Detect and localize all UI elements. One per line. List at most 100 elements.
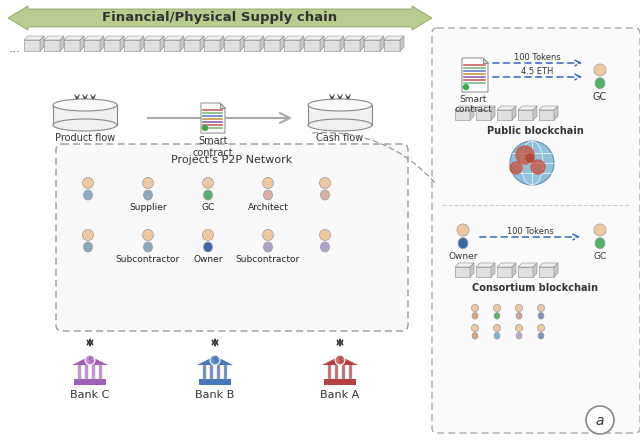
Polygon shape: [284, 36, 304, 40]
Text: Subcontractor: Subcontractor: [236, 255, 300, 264]
Bar: [349, 365, 353, 379]
Text: Smart
contract: Smart contract: [193, 136, 234, 157]
Text: 4.5 ETH: 4.5 ETH: [521, 67, 553, 77]
Text: ...: ...: [9, 42, 21, 55]
Polygon shape: [491, 106, 495, 120]
Circle shape: [335, 355, 345, 365]
Text: 100 Tokens: 100 Tokens: [507, 227, 554, 235]
Polygon shape: [364, 40, 380, 51]
Bar: [77, 365, 81, 379]
Polygon shape: [476, 267, 491, 277]
Polygon shape: [539, 110, 554, 120]
Bar: [199, 379, 231, 385]
Polygon shape: [44, 40, 60, 51]
Polygon shape: [204, 40, 220, 51]
Polygon shape: [280, 36, 284, 51]
Bar: [324, 379, 356, 385]
Polygon shape: [160, 36, 164, 51]
Ellipse shape: [204, 242, 212, 252]
Bar: [84, 365, 88, 379]
Polygon shape: [476, 106, 495, 110]
Ellipse shape: [53, 99, 117, 111]
Circle shape: [516, 146, 534, 164]
Polygon shape: [164, 36, 184, 40]
Polygon shape: [72, 356, 108, 365]
Polygon shape: [240, 36, 244, 51]
Text: GC: GC: [202, 203, 214, 212]
Polygon shape: [324, 36, 344, 40]
Circle shape: [202, 230, 214, 240]
Ellipse shape: [308, 99, 372, 111]
Polygon shape: [124, 36, 144, 40]
Ellipse shape: [595, 78, 605, 89]
Bar: [217, 365, 220, 379]
Bar: [328, 365, 331, 379]
Bar: [342, 365, 346, 379]
Circle shape: [472, 324, 479, 331]
Polygon shape: [539, 106, 558, 110]
Ellipse shape: [494, 313, 500, 319]
Circle shape: [463, 84, 468, 90]
Polygon shape: [512, 263, 516, 277]
Polygon shape: [455, 263, 474, 267]
Ellipse shape: [516, 333, 522, 339]
Polygon shape: [224, 36, 244, 40]
Polygon shape: [400, 36, 404, 51]
Ellipse shape: [538, 313, 544, 319]
Polygon shape: [497, 263, 516, 267]
Polygon shape: [322, 356, 358, 365]
Text: GC: GC: [593, 92, 607, 102]
Polygon shape: [380, 36, 384, 51]
Circle shape: [472, 305, 479, 312]
Ellipse shape: [308, 119, 372, 131]
Polygon shape: [264, 36, 284, 40]
Ellipse shape: [494, 333, 500, 339]
Polygon shape: [80, 36, 84, 51]
Polygon shape: [260, 36, 264, 51]
Circle shape: [83, 178, 93, 189]
Circle shape: [202, 125, 207, 131]
Circle shape: [594, 224, 606, 236]
Polygon shape: [476, 263, 495, 267]
Text: GC: GC: [593, 252, 607, 261]
Polygon shape: [324, 40, 340, 51]
Polygon shape: [344, 40, 360, 51]
Text: $: $: [337, 355, 343, 364]
Circle shape: [594, 64, 606, 76]
Circle shape: [510, 141, 554, 185]
Polygon shape: [8, 6, 432, 30]
Circle shape: [510, 162, 522, 174]
Ellipse shape: [472, 313, 478, 319]
Polygon shape: [518, 106, 537, 110]
Polygon shape: [244, 36, 264, 40]
Circle shape: [143, 178, 154, 189]
Circle shape: [515, 305, 523, 312]
Text: Public blockchain: Public blockchain: [486, 126, 584, 136]
Polygon shape: [455, 267, 470, 277]
Text: a: a: [596, 414, 604, 428]
Polygon shape: [300, 36, 304, 51]
Text: Bank A: Bank A: [321, 390, 360, 400]
Polygon shape: [497, 106, 516, 110]
Polygon shape: [184, 36, 204, 40]
Polygon shape: [197, 356, 233, 365]
Text: Architect: Architect: [248, 203, 289, 212]
Polygon shape: [360, 36, 364, 51]
Polygon shape: [304, 40, 320, 51]
Polygon shape: [84, 40, 100, 51]
Circle shape: [210, 355, 220, 365]
Polygon shape: [180, 36, 184, 51]
Ellipse shape: [83, 190, 93, 200]
Text: Consortium blockchain: Consortium blockchain: [472, 283, 598, 293]
Polygon shape: [144, 40, 160, 51]
Polygon shape: [201, 103, 225, 133]
Circle shape: [538, 305, 545, 312]
Circle shape: [262, 230, 273, 240]
Circle shape: [493, 324, 500, 331]
Polygon shape: [64, 40, 80, 51]
Circle shape: [319, 230, 330, 240]
Polygon shape: [470, 106, 474, 120]
Polygon shape: [455, 110, 470, 120]
Text: Cash flow: Cash flow: [316, 133, 364, 143]
Polygon shape: [204, 36, 224, 40]
